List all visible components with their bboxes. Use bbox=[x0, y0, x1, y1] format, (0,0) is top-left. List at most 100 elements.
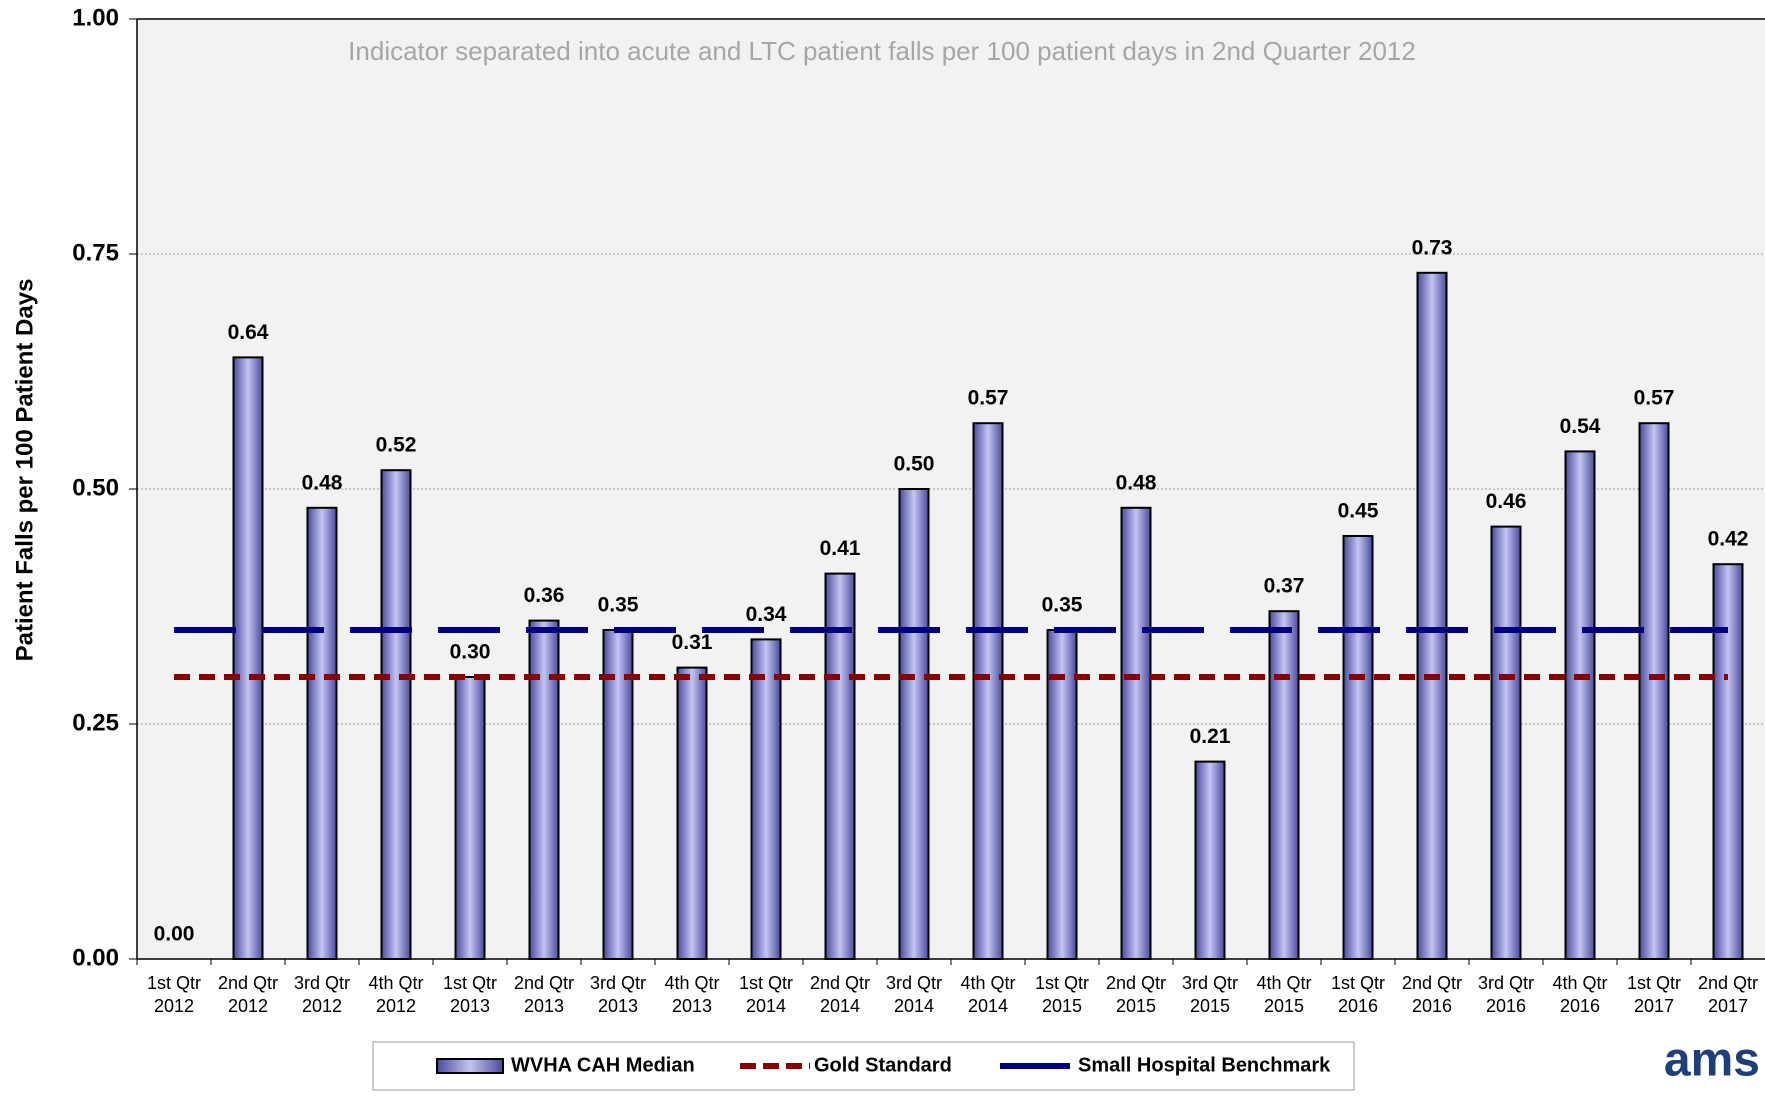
x-tick-line: 2013 bbox=[524, 996, 564, 1016]
x-tick-line: 2016 bbox=[1412, 996, 1452, 1016]
x-tick-label: 1st Qtr 2015 bbox=[1035, 973, 1089, 1016]
value-label: 0.45 bbox=[1338, 500, 1379, 523]
x-tick-line: 1st Qtr bbox=[443, 973, 497, 993]
x-tick-label: 2nd Qtr 2017 bbox=[1698, 973, 1758, 1016]
x-tick-line: 3rd Qtr bbox=[1478, 973, 1534, 993]
value-label: 0.30 bbox=[450, 641, 491, 664]
x-tick-label: 3rd Qtr 2013 bbox=[590, 973, 646, 1016]
x-tick-line: 2015 bbox=[1190, 996, 1230, 1016]
x-tick-line: 3rd Qtr bbox=[1182, 973, 1238, 993]
x-tick-line: 2nd Qtr bbox=[1106, 973, 1166, 993]
x-tick-line: 2014 bbox=[820, 996, 860, 1016]
bar bbox=[1120, 506, 1152, 960]
y-axis-title: Patient Falls per 100 Patient Days bbox=[11, 279, 38, 662]
x-tick-line: 1st Qtr bbox=[1331, 973, 1385, 993]
x-tick-label: 1st Qtr 2016 bbox=[1331, 973, 1385, 1016]
logo: ams bbox=[1664, 1034, 1760, 1087]
x-tick-line: 2014 bbox=[746, 996, 786, 1016]
value-label: 0.46 bbox=[1486, 490, 1527, 513]
value-label: 0.35 bbox=[1042, 594, 1083, 617]
x-tick-line: 4th Qtr bbox=[1552, 973, 1607, 993]
legend-label: Small Hospital Benchmark bbox=[1078, 1054, 1331, 1076]
x-tick-line: 2016 bbox=[1486, 996, 1526, 1016]
x-tick-line: 2012 bbox=[302, 996, 342, 1016]
value-label: 0.48 bbox=[1116, 471, 1157, 494]
bar bbox=[528, 619, 560, 960]
y-tick-label: 0.75 bbox=[72, 239, 119, 266]
bar bbox=[1342, 535, 1374, 960]
x-tick-line: 2013 bbox=[450, 996, 490, 1016]
bar bbox=[380, 469, 412, 960]
x-tick-line: 4th Qtr bbox=[664, 973, 719, 993]
value-label: 0.21 bbox=[1190, 725, 1231, 748]
x-tick-line: 2015 bbox=[1116, 996, 1156, 1016]
x-tick-line: 2017 bbox=[1708, 996, 1748, 1016]
x-tick-label: 3rd Qtr 2012 bbox=[294, 973, 350, 1016]
bar bbox=[898, 488, 930, 960]
x-tick-label: 1st Qtr 2013 bbox=[443, 973, 497, 1016]
value-label: 0.57 bbox=[968, 387, 1009, 410]
value-label: 0.50 bbox=[894, 453, 935, 476]
x-tick-line: 3rd Qtr bbox=[886, 973, 942, 993]
legend-label: Gold Standard bbox=[814, 1054, 952, 1076]
x-tick-line: 3rd Qtr bbox=[590, 973, 646, 993]
x-tick-line: 2014 bbox=[894, 996, 934, 1016]
x-tick-label: 1st Qtr 2014 bbox=[739, 973, 793, 1016]
x-tick-line: 3rd Qtr bbox=[294, 973, 350, 993]
y-tick-label: 0.00 bbox=[72, 944, 119, 971]
x-tick-line: 2015 bbox=[1264, 996, 1304, 1016]
bar bbox=[602, 629, 634, 960]
annotation: Indicator separated into acute and LTC p… bbox=[348, 36, 1416, 66]
x-tick-label: 2nd Qtr 2016 bbox=[1402, 973, 1462, 1016]
x-tick-label: 2nd Qtr 2012 bbox=[218, 973, 278, 1016]
bar bbox=[1046, 629, 1078, 960]
bar bbox=[750, 638, 782, 961]
value-label: 0.57 bbox=[1634, 387, 1675, 410]
x-tick-line: 2014 bbox=[968, 996, 1008, 1016]
x-tick-line: 2012 bbox=[228, 996, 268, 1016]
value-label: 0.00 bbox=[154, 923, 195, 946]
value-label: 0.36 bbox=[524, 584, 565, 607]
x-tick-label: 3rd Qtr 2015 bbox=[1182, 973, 1238, 1016]
value-label: 0.73 bbox=[1412, 236, 1453, 259]
value-label: 0.64 bbox=[228, 321, 269, 344]
x-tick-label: 4th Qtr 2012 bbox=[368, 973, 423, 1016]
bar bbox=[306, 506, 338, 960]
value-label: 0.52 bbox=[376, 434, 417, 457]
x-tick-label: 2nd Qtr 2013 bbox=[514, 973, 574, 1016]
bar bbox=[1416, 271, 1448, 960]
value-label: 0.48 bbox=[302, 471, 343, 494]
x-tick-label: 2nd Qtr 2015 bbox=[1106, 973, 1166, 1016]
y-tick-label: 0.50 bbox=[72, 474, 119, 501]
bar bbox=[1490, 525, 1522, 960]
bar bbox=[454, 676, 486, 960]
value-label: 0.34 bbox=[746, 603, 787, 626]
x-tick-line: 2nd Qtr bbox=[218, 973, 278, 993]
bar bbox=[1268, 610, 1300, 960]
x-tick-label: 4th Qtr 2014 bbox=[960, 973, 1015, 1016]
value-label: 0.31 bbox=[672, 631, 713, 654]
legend-label: WVHA CAH Median bbox=[511, 1054, 695, 1076]
x-tick-label: 4th Qtr 2015 bbox=[1256, 973, 1311, 1016]
bar bbox=[1194, 760, 1226, 960]
x-tick-line: 2nd Qtr bbox=[1698, 973, 1758, 993]
x-tick-line: 4th Qtr bbox=[960, 973, 1015, 993]
bar bbox=[232, 356, 264, 960]
value-label: 0.41 bbox=[820, 537, 861, 560]
x-tick-line: 2016 bbox=[1560, 996, 1600, 1016]
legend-swatch bbox=[436, 1058, 504, 1074]
value-label: 0.54 bbox=[1560, 415, 1601, 438]
bar bbox=[824, 572, 856, 960]
x-tick-label: 3rd Qtr 2016 bbox=[1478, 973, 1534, 1016]
legend bbox=[372, 1041, 1355, 1091]
bar bbox=[972, 422, 1004, 960]
x-tick-line: 1st Qtr bbox=[1627, 973, 1681, 993]
value-label: 0.35 bbox=[598, 594, 639, 617]
x-tick-line: 2nd Qtr bbox=[810, 973, 870, 993]
bar bbox=[676, 666, 708, 960]
x-tick-line: 2012 bbox=[376, 996, 416, 1016]
x-tick-line: 1st Qtr bbox=[147, 973, 201, 993]
x-tick-line: 4th Qtr bbox=[1256, 973, 1311, 993]
bar bbox=[1638, 422, 1670, 960]
